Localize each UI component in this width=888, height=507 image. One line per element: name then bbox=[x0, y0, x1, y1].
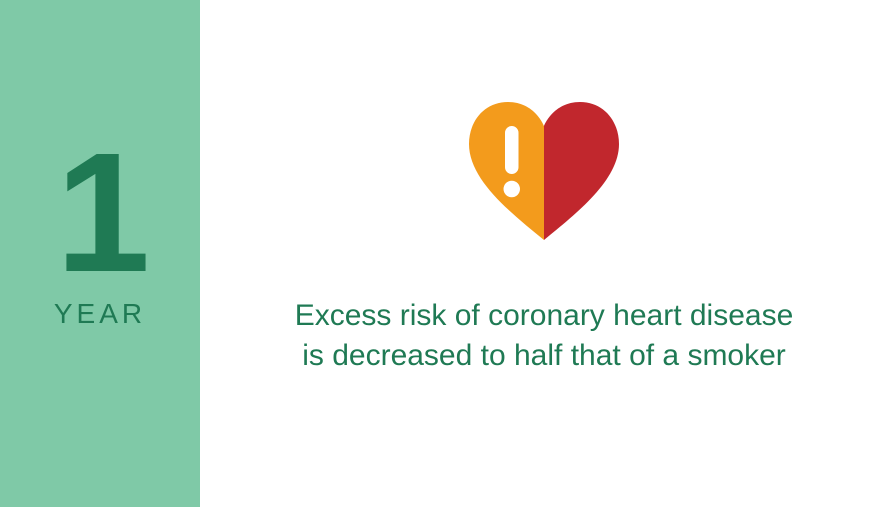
exclaim-bar bbox=[505, 126, 519, 174]
description-text: Excess risk of coronary heart disease is… bbox=[284, 296, 804, 377]
exclaim-dot bbox=[504, 180, 521, 197]
time-unit: YEAR bbox=[54, 298, 146, 330]
heart-exclaim-icon bbox=[469, 101, 619, 246]
heart-svg bbox=[469, 101, 619, 241]
time-sidebar: 1 YEAR bbox=[0, 0, 200, 507]
time-number: 1 bbox=[56, 137, 145, 290]
main-content: Excess risk of coronary heart disease is… bbox=[200, 0, 888, 507]
heart-right-half bbox=[544, 102, 619, 240]
